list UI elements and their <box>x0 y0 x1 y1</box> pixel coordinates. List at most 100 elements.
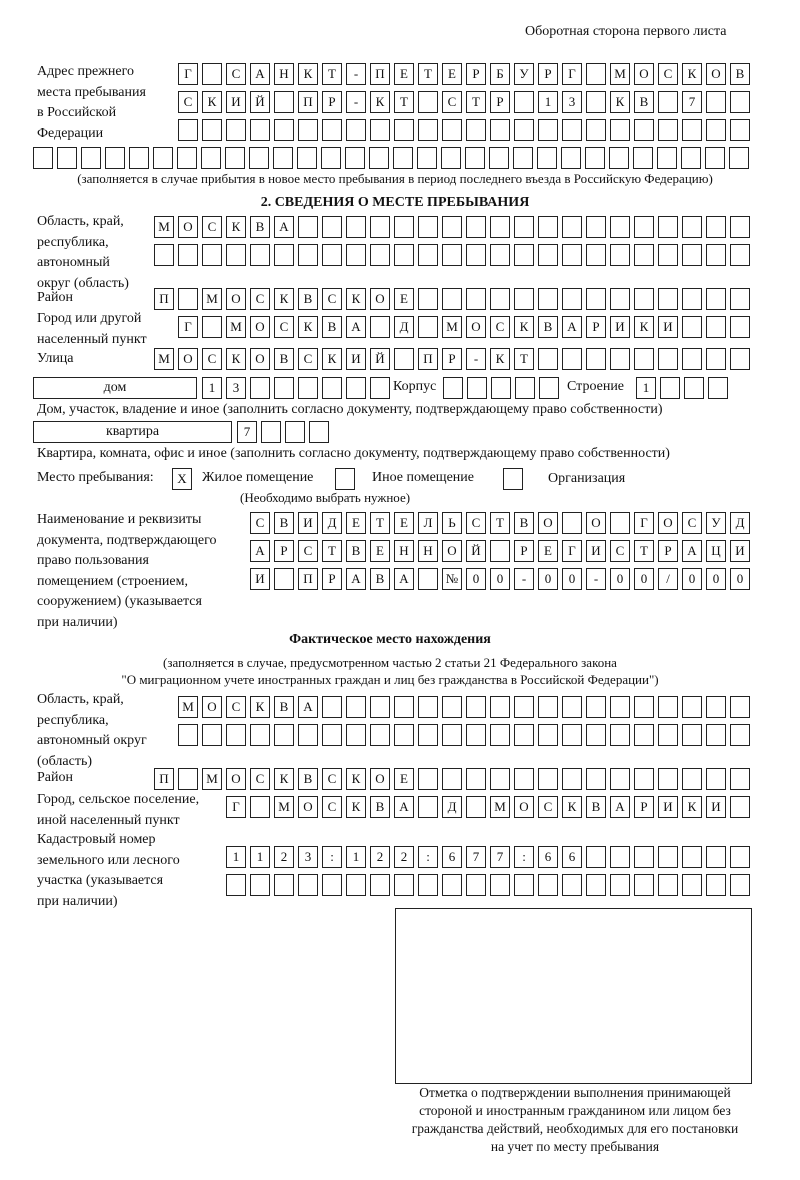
letter-cell[interactable]: 7 <box>490 846 510 868</box>
letter-cell[interactable] <box>633 147 653 169</box>
letter-cell[interactable]: В <box>370 796 390 818</box>
letter-cell[interactable]: / <box>658 568 678 590</box>
letter-cell[interactable]: 1 <box>250 846 270 868</box>
letter-cell[interactable]: А <box>346 316 366 338</box>
letter-cell[interactable] <box>586 846 606 868</box>
letter-cell[interactable] <box>610 288 630 310</box>
letter-cell[interactable] <box>298 377 318 399</box>
letter-cell[interactable] <box>418 119 438 141</box>
letter-cell[interactable] <box>513 147 533 169</box>
letter-cell[interactable]: 6 <box>538 846 558 868</box>
letter-cell[interactable]: К <box>298 63 318 85</box>
letter-cell[interactable] <box>466 796 486 818</box>
letter-cell[interactable]: Н <box>274 63 294 85</box>
letter-cell[interactable]: С <box>466 512 486 534</box>
letter-cell[interactable] <box>586 874 606 896</box>
letter-cell[interactable] <box>467 377 487 399</box>
stay-option-2-checkbox[interactable] <box>335 468 355 490</box>
letter-cell[interactable]: И <box>658 316 678 338</box>
letter-cell[interactable]: 0 <box>610 568 630 590</box>
letter-cell[interactable]: 0 <box>538 568 558 590</box>
letter-cell[interactable]: 1 <box>202 377 222 399</box>
letter-cell[interactable] <box>562 288 582 310</box>
letter-cell[interactable] <box>226 724 246 746</box>
letter-cell[interactable]: 0 <box>706 568 726 590</box>
letter-cell[interactable]: Е <box>370 540 390 562</box>
letter-cell[interactable] <box>610 216 630 238</box>
letter-cell[interactable] <box>442 768 462 790</box>
letter-cell[interactable]: А <box>250 63 270 85</box>
letter-cell[interactable]: В <box>274 348 294 370</box>
house-type-field[interactable]: дом <box>33 377 197 399</box>
letter-cell[interactable]: Г <box>178 63 198 85</box>
letter-cell[interactable] <box>370 874 390 896</box>
letter-cell[interactable] <box>274 568 294 590</box>
letter-cell[interactable] <box>202 724 222 746</box>
letter-cell[interactable]: Е <box>538 540 558 562</box>
letter-cell[interactable]: 3 <box>226 377 246 399</box>
letter-cell[interactable]: К <box>202 91 222 113</box>
letter-cell[interactable] <box>298 724 318 746</box>
letter-cell[interactable] <box>261 421 281 443</box>
letter-cell[interactable] <box>346 874 366 896</box>
letter-cell[interactable]: О <box>370 768 390 790</box>
letter-cell[interactable] <box>610 874 630 896</box>
letter-cell[interactable] <box>202 244 222 266</box>
letter-cell[interactable]: Т <box>370 512 390 534</box>
letter-cell[interactable] <box>658 348 678 370</box>
letter-cell[interactable] <box>370 244 390 266</box>
letter-cell[interactable]: Й <box>250 91 270 113</box>
letter-cell[interactable] <box>418 568 438 590</box>
letter-cell[interactable]: Е <box>394 768 414 790</box>
letter-cell[interactable] <box>466 288 486 310</box>
letter-cell[interactable] <box>417 147 437 169</box>
letter-cell[interactable]: 1 <box>226 846 246 868</box>
letter-cell[interactable]: О <box>466 316 486 338</box>
letter-cell[interactable] <box>285 421 305 443</box>
letter-cell[interactable] <box>202 63 222 85</box>
letter-cell[interactable] <box>250 724 270 746</box>
letter-cell[interactable]: О <box>634 63 654 85</box>
letter-cell[interactable]: 6 <box>562 846 582 868</box>
letter-cell[interactable] <box>634 768 654 790</box>
letter-cell[interactable] <box>442 119 462 141</box>
letter-cell[interactable]: А <box>394 568 414 590</box>
letter-cell[interactable] <box>729 147 749 169</box>
letter-cell[interactable] <box>538 874 558 896</box>
letter-cell[interactable] <box>154 244 174 266</box>
letter-cell[interactable] <box>538 244 558 266</box>
letter-cell[interactable] <box>418 874 438 896</box>
letter-cell[interactable] <box>250 796 270 818</box>
letter-cell[interactable] <box>586 724 606 746</box>
letter-cell[interactable] <box>514 288 534 310</box>
letter-cell[interactable]: М <box>154 348 174 370</box>
letter-cell[interactable]: - <box>586 568 606 590</box>
letter-cell[interactable] <box>370 119 390 141</box>
letter-cell[interactable] <box>322 874 342 896</box>
letter-cell[interactable]: И <box>730 540 750 562</box>
letter-cell[interactable]: Т <box>466 91 486 113</box>
letter-cell[interactable]: Е <box>394 512 414 534</box>
letter-cell[interactable] <box>322 119 342 141</box>
letter-cell[interactable] <box>418 768 438 790</box>
letter-cell[interactable] <box>418 696 438 718</box>
letter-cell[interactable]: К <box>274 288 294 310</box>
letter-cell[interactable]: Б <box>490 63 510 85</box>
letter-cell[interactable] <box>81 147 101 169</box>
letter-cell[interactable]: С <box>298 348 318 370</box>
letter-cell[interactable]: Р <box>490 91 510 113</box>
letter-cell[interactable] <box>562 348 582 370</box>
letter-cell[interactable]: В <box>298 768 318 790</box>
letter-cell[interactable]: С <box>682 512 702 534</box>
letter-cell[interactable] <box>346 216 366 238</box>
letter-cell[interactable] <box>274 724 294 746</box>
letter-cell[interactable] <box>682 216 702 238</box>
letter-cell[interactable]: 7 <box>237 421 257 443</box>
letter-cell[interactable]: С <box>298 540 318 562</box>
letter-cell[interactable]: Д <box>730 512 750 534</box>
letter-cell[interactable] <box>706 348 726 370</box>
letter-cell[interactable] <box>514 119 534 141</box>
letter-cell[interactable] <box>706 91 726 113</box>
letter-cell[interactable] <box>322 244 342 266</box>
letter-cell[interactable] <box>370 377 390 399</box>
